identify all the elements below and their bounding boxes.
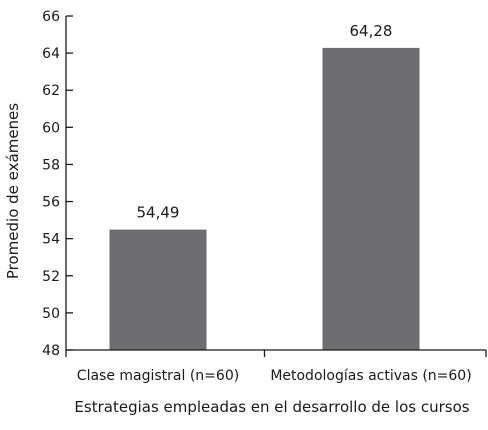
x-axis-title: Estrategias empleadas en el desarrollo d… xyxy=(74,398,469,416)
y-tick-label: 48 xyxy=(42,343,60,359)
bar-value-label: 64,28 xyxy=(350,22,393,40)
y-axis-ticks: 48 50 52 54 56 58 60 62 64 66 xyxy=(42,9,73,359)
y-axis-title: Promedio de exámenes xyxy=(4,103,22,279)
bar-value-label: 54,49 xyxy=(137,204,180,222)
y-tick-label: 52 xyxy=(42,269,60,285)
x-category-label: Clase magistral (n=60) xyxy=(77,368,239,384)
y-tick-label: 66 xyxy=(42,9,60,25)
bars: 54,49 Clase magistral (n=60) 64,28 Metodolo… xyxy=(77,22,472,384)
y-tick-label: 56 xyxy=(42,195,60,211)
y-tick-label: 50 xyxy=(42,306,60,322)
bar xyxy=(322,47,420,350)
y-tick-label: 62 xyxy=(42,83,60,99)
y-tick-label: 64 xyxy=(42,46,60,62)
x-axis-ticks xyxy=(65,350,487,357)
y-tick-label: 54 xyxy=(42,232,60,248)
x-category-label: Metodologías activas (n=60) xyxy=(270,368,471,384)
bar xyxy=(109,229,207,350)
y-tick-label: 58 xyxy=(42,157,60,173)
y-tick-label: 60 xyxy=(42,120,60,136)
